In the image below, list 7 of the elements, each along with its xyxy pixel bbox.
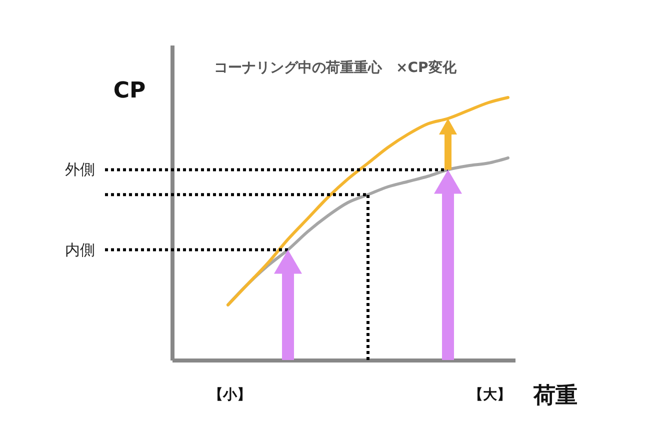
ref-line-label: 内側 — [65, 240, 95, 259]
text: 【小】 — [209, 387, 251, 403]
chart-title: コーナリング中の荷重重心 ×CP変化 — [214, 59, 458, 76]
ref-line-label: 外側 — [65, 160, 95, 179]
y-axis-title: CP — [113, 78, 146, 104]
text: 【大】 — [469, 387, 511, 403]
x-axis-title: 荷重 — [532, 384, 578, 408]
